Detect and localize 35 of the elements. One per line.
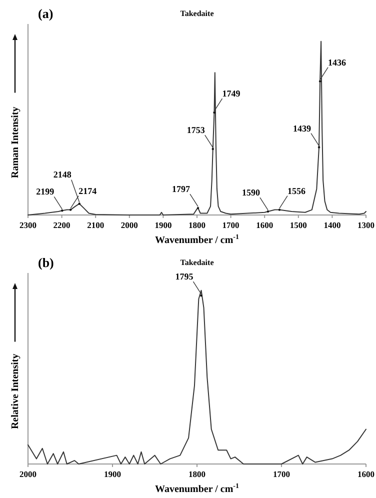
annotation: 1795 [175, 272, 194, 282]
annotation: 1797 [172, 184, 191, 194]
x-tick-label: 2100 [87, 220, 104, 230]
x-tick-label: 1700 [222, 220, 240, 230]
chart-title: Takedaite [180, 9, 214, 18]
annotation: 1749 [222, 88, 241, 99]
annotation: 2199 [36, 186, 55, 197]
x-tick-label: 2200 [53, 220, 70, 230]
annotation: 1436 [328, 57, 347, 68]
x-tick-label: 1600 [256, 220, 274, 230]
annotation: 2148 [53, 170, 72, 180]
annotation: 2174 [78, 186, 98, 196]
y-axis-title: Relative Intensity [10, 354, 21, 430]
annotation: 1556 [287, 186, 306, 196]
x-tick-label: 1900 [104, 469, 121, 479]
x-tick-label: 1900 [154, 220, 172, 230]
y-axis-title: Raman Intensity [10, 106, 21, 178]
x-tick-label: 1400 [324, 220, 341, 230]
x-tick-label: 1800 [188, 469, 206, 479]
x-tick-label: 1300 [358, 220, 374, 230]
x-tick-label: 2000 [120, 220, 138, 230]
x-tick-label: 1600 [358, 469, 374, 479]
x-tick-label: 1500 [290, 220, 307, 230]
annotation: 1753 [186, 125, 206, 136]
x-axis-title: Wavenumber / cm$^{-1}$ [155, 482, 240, 495]
chart-title: Takedaite [180, 258, 214, 267]
x-tick-label: 1800 [188, 220, 206, 230]
annotation: 1590 [242, 188, 260, 198]
annotation: 1439 [293, 123, 312, 134]
x-tick-label: 1700 [273, 469, 290, 479]
x-axis-title: Wavenumber / cm$^{-1}$ [155, 233, 240, 246]
text: (b) [38, 255, 54, 270]
text: (a) [38, 6, 54, 21]
x-tick-label: 2000 [20, 469, 36, 479]
x-tick-label: 2300 [20, 220, 36, 230]
